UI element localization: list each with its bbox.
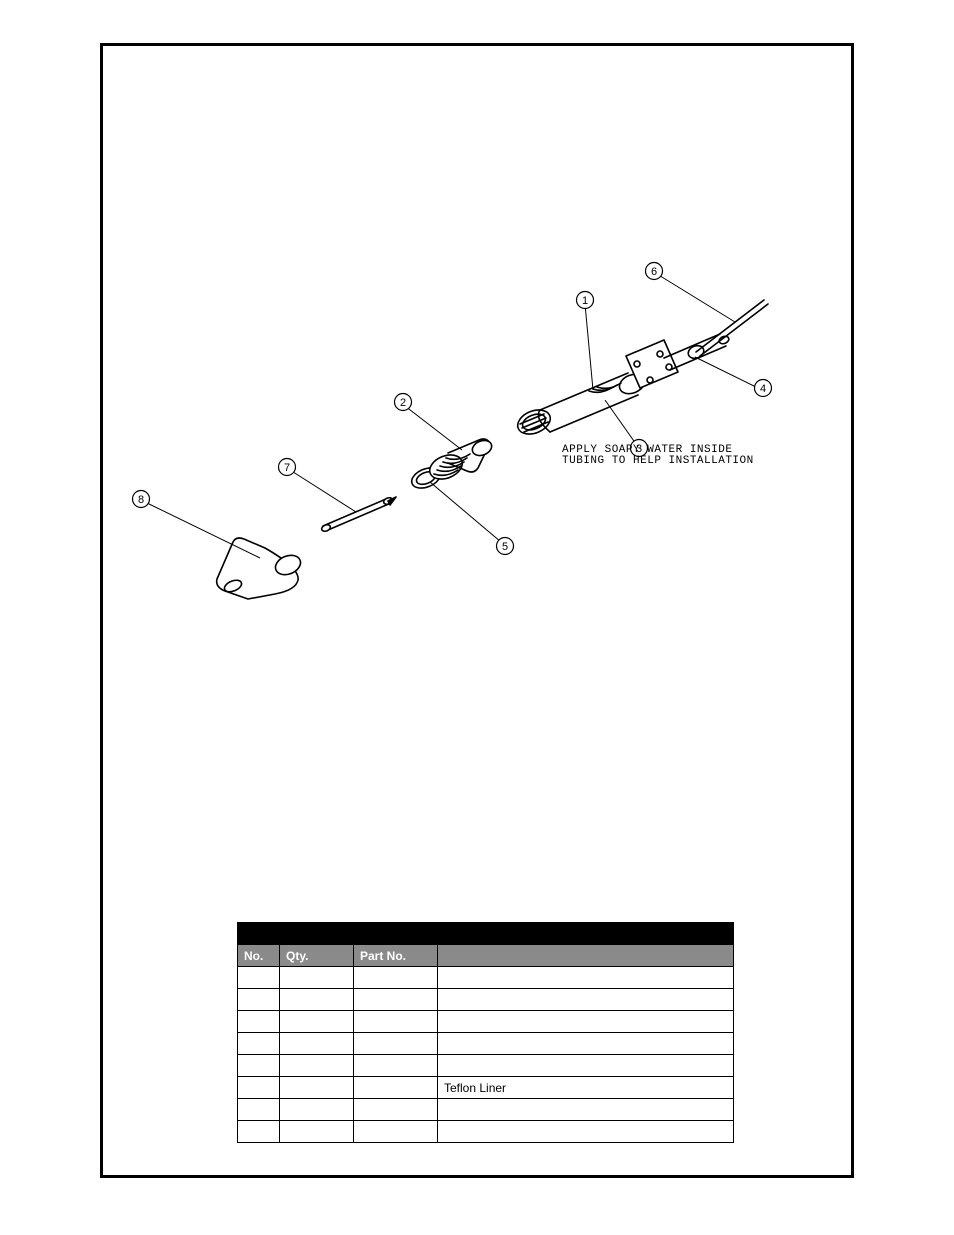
cell-qty bbox=[280, 967, 354, 989]
bubble-4: 4 bbox=[755, 380, 772, 397]
part-2-collet-body bbox=[426, 438, 494, 484]
cell-no bbox=[238, 1121, 280, 1143]
hdr-part: Part No. bbox=[354, 945, 438, 967]
svg-text:8: 8 bbox=[138, 494, 144, 506]
cell-part bbox=[354, 1121, 438, 1143]
bubble-2: 2 bbox=[395, 394, 412, 411]
cell-desc bbox=[438, 1055, 734, 1077]
part-6-tube bbox=[696, 300, 768, 356]
svg-text:6: 6 bbox=[651, 266, 657, 278]
svg-text:1: 1 bbox=[582, 295, 588, 307]
cell-no bbox=[238, 1077, 280, 1099]
cell-qty bbox=[280, 1055, 354, 1077]
page: 1 2 3 4 5 6 7 8 APPLY SOAPY WATER INSIDE… bbox=[0, 0, 954, 1235]
cell-desc bbox=[438, 989, 734, 1011]
hdr-no: No. bbox=[238, 945, 280, 967]
bubble-8: 8 bbox=[133, 491, 150, 508]
leader-7 bbox=[290, 470, 356, 512]
leader-3 bbox=[605, 400, 636, 444]
cell-desc bbox=[438, 1033, 734, 1055]
svg-text:2: 2 bbox=[400, 397, 406, 409]
table-row: Teflon Liner bbox=[238, 1077, 734, 1099]
part-1-body-assy bbox=[514, 334, 730, 439]
table-row bbox=[238, 1033, 734, 1055]
table-title-row bbox=[238, 923, 734, 945]
leader-5 bbox=[430, 482, 501, 542]
table-row bbox=[238, 989, 734, 1011]
cell-qty bbox=[280, 1121, 354, 1143]
svg-text:7: 7 bbox=[284, 462, 290, 474]
cell-part bbox=[354, 989, 438, 1011]
cell-no bbox=[238, 1033, 280, 1055]
cell-qty bbox=[280, 1011, 354, 1033]
table-row bbox=[238, 1011, 734, 1033]
part-8-cup bbox=[217, 538, 304, 599]
bubble-5: 5 bbox=[497, 538, 514, 555]
table-row bbox=[238, 1099, 734, 1121]
cell-desc bbox=[438, 1099, 734, 1121]
table-row bbox=[238, 1055, 734, 1077]
cell-no bbox=[238, 1099, 280, 1121]
cell-part bbox=[354, 1033, 438, 1055]
leader-2 bbox=[405, 406, 462, 450]
cell-qty bbox=[280, 1099, 354, 1121]
table-row bbox=[238, 967, 734, 989]
cell-part bbox=[354, 967, 438, 989]
cell-qty bbox=[280, 1033, 354, 1055]
cell-desc bbox=[438, 1011, 734, 1033]
cell-qty bbox=[280, 989, 354, 1011]
cell-desc: Teflon Liner bbox=[438, 1077, 734, 1099]
cell-desc bbox=[438, 1121, 734, 1143]
install-note-line2: TUBING TO HELP INSTALLATION bbox=[562, 455, 754, 467]
cell-part bbox=[354, 1011, 438, 1033]
cell-part bbox=[354, 1099, 438, 1121]
cell-qty bbox=[280, 1077, 354, 1099]
table-header-row: No. Qty. Part No. bbox=[238, 945, 734, 967]
part-7-collet bbox=[321, 497, 396, 533]
bubble-1: 1 bbox=[577, 292, 594, 309]
bubble-7: 7 bbox=[279, 459, 296, 476]
parts-table: No. Qty. Part No. bbox=[237, 922, 734, 1143]
cell-part bbox=[354, 1055, 438, 1077]
hdr-desc bbox=[438, 945, 734, 967]
leader-4 bbox=[695, 357, 758, 388]
cell-no bbox=[238, 989, 280, 1011]
cell-no bbox=[238, 967, 280, 989]
hdr-qty: Qty. bbox=[280, 945, 354, 967]
bubble-6: 6 bbox=[646, 263, 663, 280]
cell-no bbox=[238, 1011, 280, 1033]
parts-table-container: No. Qty. Part No. bbox=[237, 922, 734, 1143]
cell-desc bbox=[438, 967, 734, 989]
table-row bbox=[238, 1121, 734, 1143]
cell-no bbox=[238, 1055, 280, 1077]
svg-text:4: 4 bbox=[760, 383, 766, 395]
svg-text:5: 5 bbox=[502, 541, 508, 553]
leader-1 bbox=[585, 304, 593, 390]
leader-8 bbox=[145, 502, 260, 558]
cell-part bbox=[354, 1077, 438, 1099]
leader-6 bbox=[657, 274, 735, 322]
exploded-diagram: 1 2 3 4 5 6 7 8 APPLY SOAPY WATER INSIDE… bbox=[130, 260, 790, 630]
table-title bbox=[238, 923, 734, 945]
